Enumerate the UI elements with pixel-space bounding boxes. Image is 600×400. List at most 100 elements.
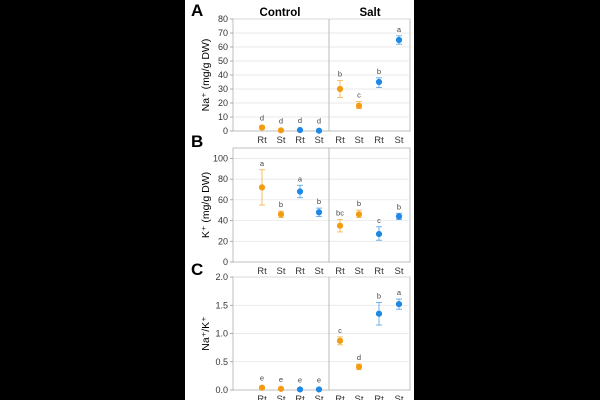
y-tick-label: 10 [218,112,228,122]
data-point [296,188,304,195]
data-point [375,230,383,238]
y-axis-label: Na⁺/K⁺ [200,316,212,351]
data-point [296,126,304,134]
data-point [355,363,363,370]
data-point [258,124,266,131]
x-tick-label: Rt [295,266,305,277]
x-tick-label: St [355,266,364,277]
x-tick-label: St [315,394,324,400]
y-axis-label: Na⁺ (mg/g DW) [200,39,212,112]
x-tick-label: Rt [257,394,267,400]
y-tick-label: 2.0 [215,272,228,282]
x-tick-label: St [277,394,286,400]
data-point [277,211,285,218]
significance-letter: e [279,375,283,384]
y-tick-label: 80 [218,174,228,184]
x-tick-label: St [315,135,324,146]
y-tick-label: 0.0 [215,385,228,395]
panel-letter-C: C [191,260,203,279]
y-tick-label: 40 [218,70,228,80]
x-tick-label: St [277,266,286,277]
y-tick-label: 80 [218,14,228,24]
panel-letter-A: A [191,1,203,20]
significance-letter: d [260,114,264,123]
significance-letter: a [397,288,402,297]
x-tick-label: Rt [257,266,267,277]
y-tick-label: 0 [223,126,228,136]
significance-letter: b [377,67,381,76]
significance-letter: d [317,117,321,126]
data-point [315,127,323,134]
significance-letter: e [317,375,321,384]
data-point [277,127,285,134]
x-tick-label: Rt [257,135,267,146]
x-tick-label: St [315,266,324,277]
x-tick-label: Rt [295,394,305,400]
x-tick-label: Rt [335,266,345,277]
x-tick-label: St [355,135,364,146]
significance-letter: c [338,326,342,335]
x-tick-label: St [395,135,404,146]
data-point [277,385,285,392]
data-point [355,102,363,109]
data-point [336,222,344,229]
significance-letter: b [377,291,381,300]
significance-letter: b [279,200,283,209]
y-axis-label: K⁺ (mg/g DW) [200,172,212,238]
data-point [375,310,383,317]
x-tick-label: Rt [335,135,345,146]
data-point [336,85,344,93]
y-tick-label: 60 [218,42,228,52]
data-point [375,78,383,86]
y-tick-label: 30 [218,84,228,94]
data-point [315,209,323,216]
x-tick-label: Rt [374,266,384,277]
data-point [258,384,266,391]
y-tick-label: 1.0 [215,329,228,339]
x-tick-label: St [395,266,404,277]
x-tick-label: Rt [295,135,305,146]
significance-letter: b [317,197,321,206]
significance-letter: d [298,116,302,125]
y-tick-label: 1.5 [215,300,228,310]
data-point [258,184,266,191]
significance-letter: bc [336,209,344,218]
significance-letter: d [279,116,283,125]
data-point [395,36,403,44]
figure-svg: Control Salt A 0 10 20 30 40 50 60 70 80 Na⁺ (mg/g D… [191,1,411,400]
x-tick-label: Rt [335,394,345,400]
significance-letter: e [260,374,264,383]
significance-letter: e [298,375,302,384]
y-tick-label: 50 [218,56,228,66]
y-tick-label: 100 [213,153,228,163]
y-tick-label: 40 [218,216,228,226]
significance-letter: b [338,70,342,79]
y-tick-label: 20 [218,236,228,246]
y-tick-label: 0.5 [215,357,228,367]
significance-letter: c [357,91,361,100]
x-tick-label: St [395,394,404,400]
panel-letter-B: B [191,132,203,151]
significance-letter: a [260,159,265,168]
data-point [315,386,323,393]
significance-letter: d [357,353,361,362]
y-tick-label: 20 [218,98,228,108]
x-tick-label: Rt [374,135,384,146]
significance-letter: c [377,216,381,225]
x-tick-label: Rt [374,394,384,400]
header-control: Control [260,7,301,19]
data-point [336,337,344,344]
x-tick-label: St [355,394,364,400]
data-point [355,211,363,218]
data-point [395,213,403,220]
y-tick-label: 70 [218,28,228,38]
significance-letter: a [298,174,303,183]
significance-letter: a [397,25,402,34]
data-point [296,386,304,393]
significance-letter: b [397,202,401,211]
header-salt: Salt [359,7,380,19]
y-tick-label: 60 [218,195,228,205]
y-tick-label: 0 [223,257,228,267]
significance-letter: b [357,199,361,208]
x-tick-label: St [277,135,286,146]
